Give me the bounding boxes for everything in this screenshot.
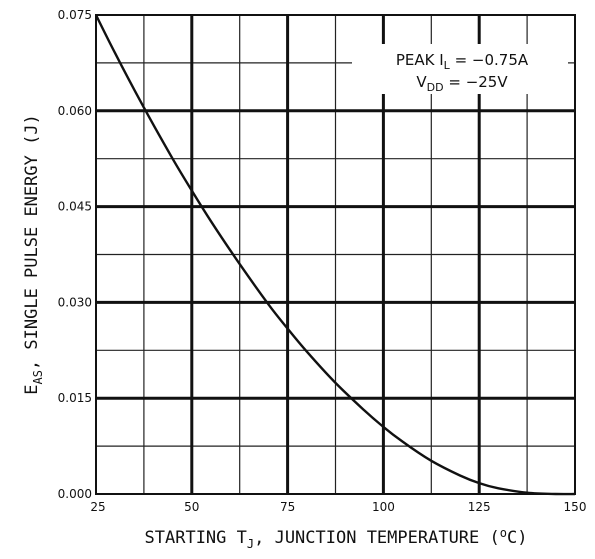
x-label-superscript: o (500, 526, 507, 540)
y-label-part2: , SINGLE PULSE ENERGY (J) (22, 114, 42, 370)
x-tick-label: 25 (90, 500, 105, 514)
peak-value: = −0.75A (450, 51, 529, 69)
y-tick-label: 0.015 (58, 391, 92, 405)
x-label-part1: STARTING T (145, 528, 247, 548)
y-tick-label: 0.045 (58, 200, 92, 214)
energy-curve (94, 14, 576, 496)
y-tick-labels: 0.000 0.015 0.030 0.045 0.060 0.075 (58, 8, 92, 501)
peak-subscript: L (444, 59, 451, 72)
vdd-prefix: V (416, 73, 427, 91)
y-tick-label: 0.075 (58, 8, 92, 22)
vdd-label: VDD = −25V (416, 73, 508, 94)
x-label-part3: C) (507, 528, 527, 548)
plot-frame (95, 14, 576, 495)
x-tick-label: 125 (468, 500, 491, 514)
vdd-value: = −25V (444, 73, 509, 91)
x-tick-label: 50 (184, 500, 199, 514)
x-axis-label: STARTING TJ, JUNCTION TEMPERATURE (oC) (145, 526, 528, 551)
x-tick-labels: 25 50 75 100 125 150 (90, 500, 586, 514)
y-axis-label: EAS, SINGLE PULSE ENERGY (J) (22, 114, 45, 395)
y-tick-label: 0.000 (58, 487, 92, 501)
peak-current-label: PEAK IL = −0.75A (396, 51, 529, 72)
x-label-part2: , JUNCTION TEMPERATURE ( (254, 528, 500, 548)
x-tick-label: 150 (564, 500, 587, 514)
y-tick-label: 0.030 (58, 295, 92, 309)
y-tick-label: 0.060 (58, 104, 92, 118)
annotation-background (352, 44, 568, 94)
x-label-subscript: J (247, 537, 254, 551)
vdd-subscript: DD (427, 81, 444, 94)
test-conditions-annotation: PEAK IL = −0.75A VDD = −25V (352, 44, 568, 94)
x-tick-label: 100 (372, 500, 395, 514)
peak-prefix: PEAK I (396, 51, 444, 69)
x-tick-label: 75 (280, 500, 295, 514)
y-label-subscript: AS (31, 370, 45, 384)
major-gridlines (96, 15, 575, 494)
y-label-part1: E (22, 385, 42, 395)
